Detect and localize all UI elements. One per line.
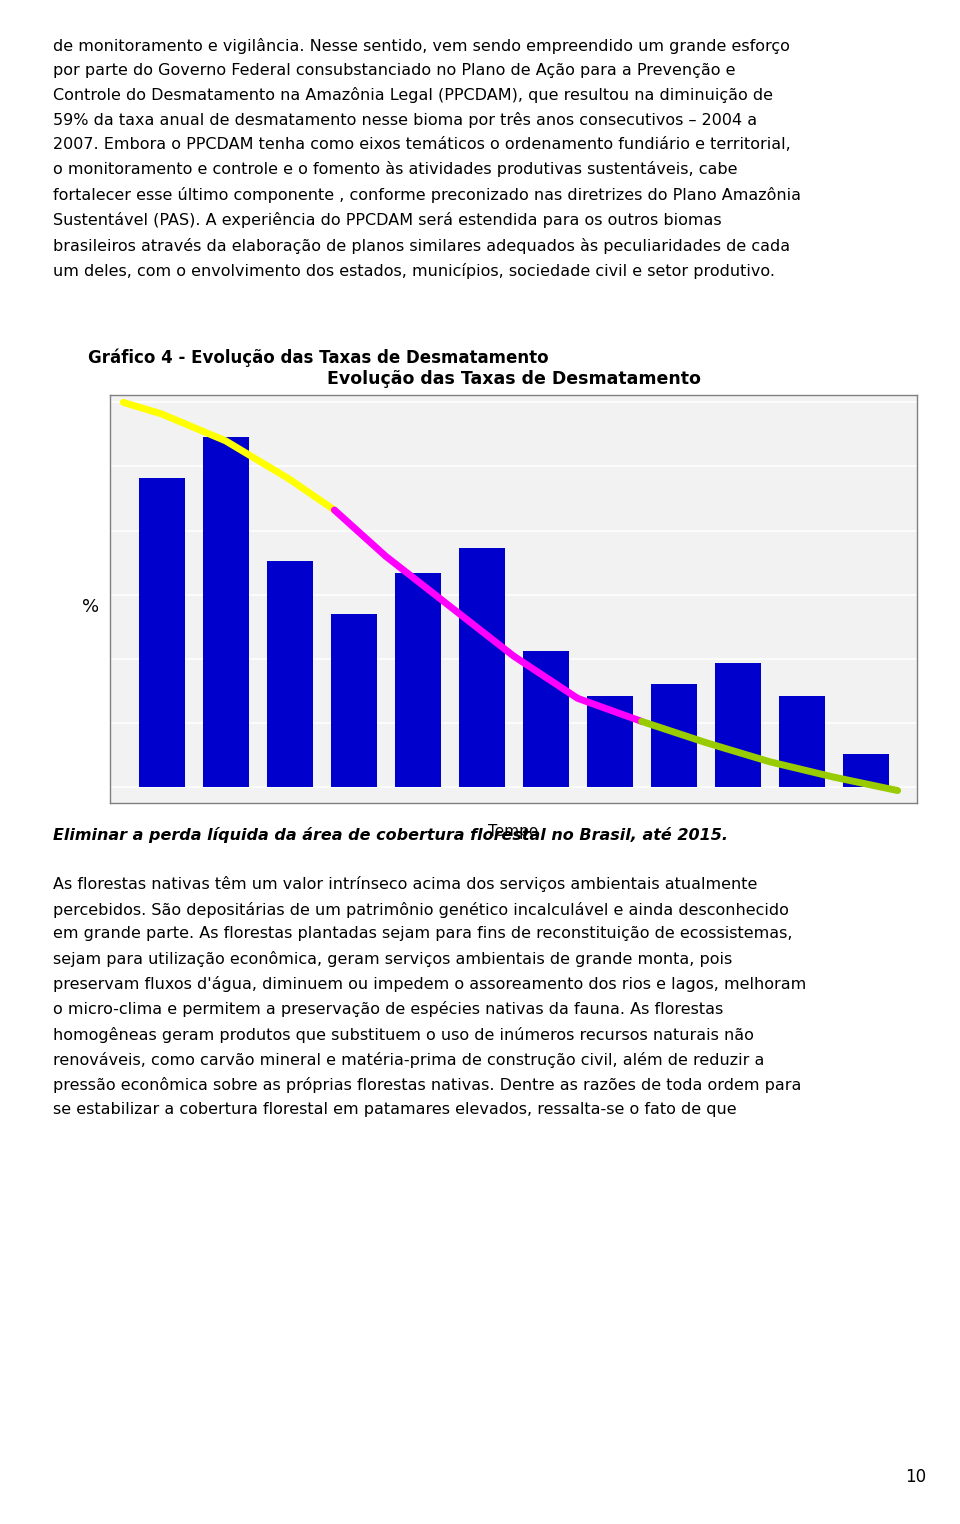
Text: As florestas nativas têm um valor intrínseco acima dos serviços ambientais atual: As florestas nativas têm um valor intrín…: [53, 876, 806, 1117]
Text: de monitoramento e vigilância. Nesse sentido, vem sendo empreendido um grande es: de monitoramento e vigilância. Nesse sen…: [53, 38, 801, 279]
Bar: [587, 696, 633, 786]
Title: Evolução das Taxas de Desmatamento: Evolução das Taxas de Desmatamento: [326, 370, 701, 387]
Bar: [203, 437, 249, 786]
Bar: [330, 614, 376, 786]
Bar: [395, 573, 441, 786]
Text: 10: 10: [905, 1468, 926, 1486]
Bar: [843, 754, 889, 786]
Bar: [714, 663, 760, 786]
Bar: [459, 549, 505, 786]
Bar: [522, 651, 568, 786]
Text: Eliminar a perda líquida da área de cobertura florestal no Brasil, até 2015.: Eliminar a perda líquida da área de cobe…: [53, 828, 728, 843]
Bar: [267, 561, 313, 786]
Bar: [138, 479, 184, 786]
Bar: [651, 684, 697, 786]
Text: Tempo: Tempo: [489, 824, 539, 840]
Text: %: %: [82, 597, 99, 616]
Text: Gráfico 4 - Evolução das Taxas de Desmatamento: Gráfico 4 - Evolução das Taxas de Desmat…: [87, 349, 548, 367]
Bar: [779, 696, 825, 786]
